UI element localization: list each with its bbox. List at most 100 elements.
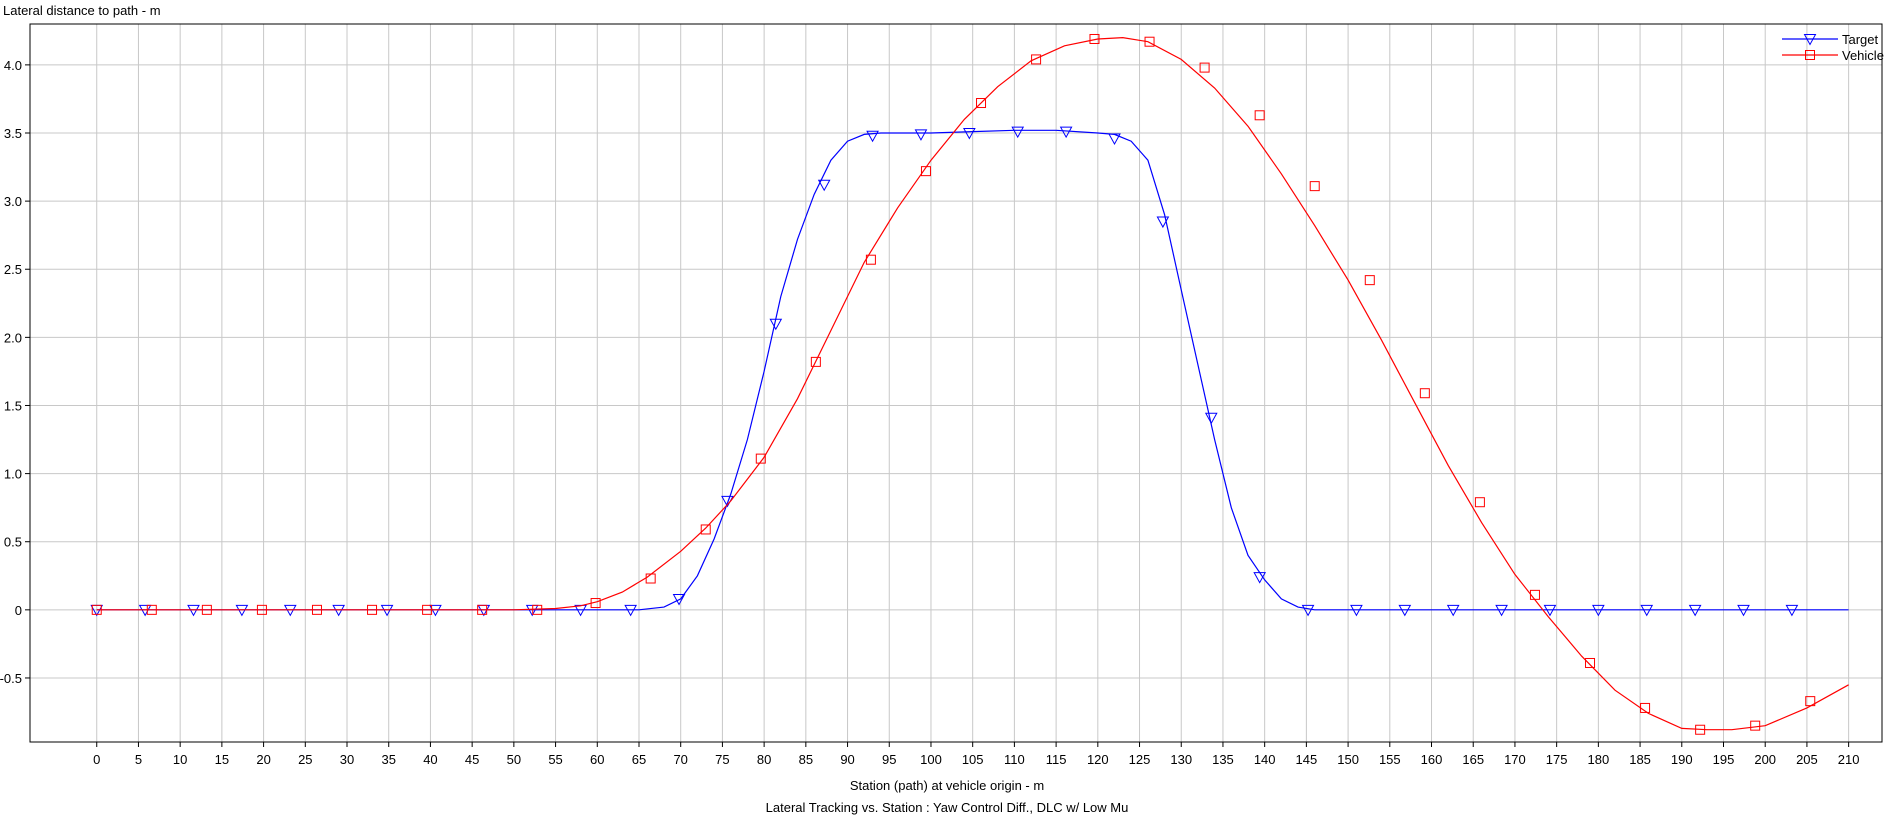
vehicle-marker <box>810 356 821 367</box>
y-tick-label: 4.0 <box>4 58 22 73</box>
vehicle-marker <box>1419 388 1430 399</box>
vehicle-marker <box>976 98 987 109</box>
vehicle-marker <box>91 604 102 615</box>
x-tick-label: 190 <box>1671 752 1693 767</box>
ticks: 0 5 10 15 20 25 30 35 40 45 50 55 60 65 70 75 80 85 90 95 10… <box>0 58 1859 767</box>
target-marker <box>1011 126 1025 139</box>
x-tick-label: 5 <box>135 752 142 767</box>
vehicle-marker <box>311 604 322 615</box>
vehicle-marker <box>1309 181 1320 192</box>
x-tick-label: 0 <box>93 752 100 767</box>
target-marker <box>1108 133 1121 145</box>
vehicle-marker <box>1144 36 1155 47</box>
x-tick-label: 10 <box>173 752 187 767</box>
x-tick-label: 50 <box>507 752 521 767</box>
vehicle-marker <box>422 604 433 615</box>
target-marker <box>1592 604 1605 617</box>
x-tick-label: 165 <box>1462 752 1484 767</box>
vehicle-marker <box>755 453 766 464</box>
target-marker <box>1803 34 1817 46</box>
y-tick-label: 3.0 <box>4 194 22 209</box>
vehicle-marker <box>532 604 543 615</box>
x-tick-label: 145 <box>1296 752 1318 767</box>
x-tick-label: 100 <box>920 752 942 767</box>
target-marker <box>914 129 928 141</box>
vehicle-marker <box>1529 589 1540 600</box>
target-marker <box>1543 604 1557 617</box>
target-marker <box>1688 604 1702 617</box>
x-tick-label: 175 <box>1546 752 1568 767</box>
plot-frame <box>29 23 1883 743</box>
target-marker <box>1785 604 1799 617</box>
y-tick-label: 1.5 <box>4 398 22 413</box>
vehicle-marker <box>256 604 267 615</box>
vehicle-marker <box>1199 62 1210 73</box>
target-marker <box>1446 604 1460 617</box>
vehicle-marker <box>1750 720 1761 731</box>
x-tick-label: 210 <box>1838 752 1860 767</box>
target-marker <box>817 179 831 192</box>
vehicle-marker <box>590 598 601 609</box>
x-tick-label: 70 <box>673 752 687 767</box>
target-marker <box>963 127 976 140</box>
vehicle-marker <box>1805 50 1815 60</box>
x-tick-label: 60 <box>590 752 604 767</box>
x-tick-label: 65 <box>632 752 646 767</box>
x-tick-label: 180 <box>1588 752 1610 767</box>
vehicle-marker <box>1805 696 1816 707</box>
legend-label: Vehicle <box>1842 48 1884 63</box>
grid <box>30 24 1882 742</box>
x-tick-label: 35 <box>381 752 395 767</box>
vehicle-marker <box>1089 33 1100 44</box>
target-marker <box>1350 604 1363 617</box>
x-tick-label: 130 <box>1170 752 1192 767</box>
target-marker <box>1640 604 1654 617</box>
target-marker <box>1301 604 1315 617</box>
target-marker <box>866 130 879 143</box>
x-tick-label: 75 <box>715 752 729 767</box>
y-tick-label: -0.5 <box>0 671 22 686</box>
vehicle-marker <box>477 604 488 615</box>
x-tick-label: 205 <box>1796 752 1818 767</box>
x-tick-label: 170 <box>1504 752 1526 767</box>
x-tick-label: 15 <box>215 752 229 767</box>
x-tick-label: 160 <box>1421 752 1443 767</box>
x-tick-label: 30 <box>340 752 354 767</box>
vehicle-marker <box>1254 110 1265 121</box>
x-tick-label: 125 <box>1129 752 1151 767</box>
x-tick-label: 110 <box>1004 752 1025 767</box>
vehicle-marker <box>1031 54 1042 65</box>
y-tick-label: 2.5 <box>4 262 22 277</box>
target-marker <box>769 318 783 331</box>
y-tick-label: 0 <box>15 603 22 618</box>
x-tick-label: 185 <box>1629 752 1651 767</box>
y-axis-label: Lateral distance to path - m <box>3 3 161 18</box>
y-tick-label: 2.0 <box>4 330 22 345</box>
y-tick-label: 1.0 <box>4 467 22 482</box>
x-tick-label: 135 <box>1212 752 1234 767</box>
target-marker <box>1398 604 1412 617</box>
legend-label: Target <box>1842 32 1879 47</box>
x-tick-label: 20 <box>256 752 270 767</box>
target-marker <box>1156 216 1170 229</box>
target-marker <box>525 604 539 617</box>
x-tick-label: 85 <box>799 752 813 767</box>
x-tick-label: 155 <box>1379 752 1401 767</box>
x-tick-label: 115 <box>1046 752 1067 767</box>
vehicle-marker <box>201 604 212 615</box>
vehicle-marker <box>1474 497 1485 508</box>
target-marker <box>672 593 686 606</box>
x-tick-label: 40 <box>423 752 437 767</box>
vehicle-marker <box>920 166 931 177</box>
vehicle-marker <box>865 254 876 265</box>
x-tick-label: 95 <box>882 752 896 767</box>
vehicle-marker <box>645 573 656 584</box>
vehicle-marker <box>1640 702 1651 713</box>
vehicle-marker <box>1695 724 1706 735</box>
x-tick-label: 80 <box>757 752 771 767</box>
x-tick-label: 105 <box>962 752 984 767</box>
series-line-vehicle <box>96 36 1849 731</box>
